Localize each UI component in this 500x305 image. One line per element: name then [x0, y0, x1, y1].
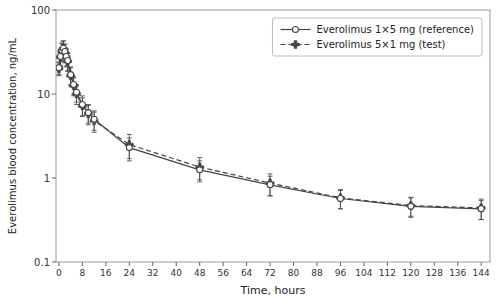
y-tick-label: 10: [37, 89, 50, 100]
legend: Everolimus 1×5 mg (reference) Everolimus …: [272, 18, 482, 56]
chart: 0 8 16 24 32 40 48 56 64 72 80 88 96 104 112 120 128 136 1…: [0, 0, 500, 305]
data-point: [68, 72, 74, 78]
x-tick: [457, 262, 458, 266]
data-point: [91, 116, 97, 122]
x-tick-label: 88: [311, 268, 323, 278]
data-point: [65, 58, 71, 64]
x-tick: [340, 262, 341, 266]
series: [56, 41, 485, 219]
series-line: [59, 49, 481, 208]
data-point: [408, 203, 414, 209]
x-tick-label: 144: [473, 268, 490, 278]
x-tick: [152, 262, 153, 266]
plot-frame: [56, 10, 490, 262]
error-bar: [80, 96, 85, 116]
x-tick-label: 56: [217, 268, 229, 278]
x-tick: [410, 262, 411, 266]
x-tick: [387, 262, 388, 266]
y-tick: [52, 94, 56, 95]
x-tick-label: 96: [335, 268, 347, 278]
error-bar: [92, 111, 97, 130]
data-point: [57, 53, 63, 59]
series-line: [59, 48, 481, 208]
data-point: [56, 65, 63, 73]
x-tick: [58, 262, 59, 266]
x-tick-label: 16: [100, 268, 112, 278]
x-tick: [434, 262, 435, 266]
x-tick-label: 104: [355, 268, 372, 278]
x-tick-label: 136: [449, 268, 466, 278]
x-axis-label: Time, hours: [240, 284, 306, 297]
x-tick-label: 112: [379, 268, 396, 278]
data-point: [336, 194, 344, 202]
x-tick: [246, 262, 247, 266]
y-tick-label: 1: [44, 173, 50, 184]
legend-marker: [292, 27, 298, 33]
x-tick-label: 120: [402, 268, 419, 278]
x-tick-label: 80: [288, 268, 300, 278]
error-bar: [56, 63, 61, 76]
error-bar: [127, 138, 132, 161]
data-point: [85, 110, 91, 116]
error-bar: [338, 190, 343, 208]
error-bar: [479, 200, 484, 219]
data-point: [267, 182, 273, 188]
y-tick-label: 100: [31, 5, 50, 16]
x-tick-label: 24: [124, 268, 136, 278]
legend-label: Everolimus 5×1 mg (test): [316, 39, 445, 50]
data-point: [79, 101, 85, 107]
x-tick-label: 32: [147, 268, 158, 278]
x-tick: [129, 262, 130, 266]
data-point: [478, 206, 484, 212]
x-tick: [176, 262, 177, 266]
data-point: [56, 65, 62, 71]
x-tick-label: 72: [264, 268, 275, 278]
x-tick: [82, 262, 83, 266]
x-tick: [223, 262, 224, 266]
plot-area: [56, 41, 485, 220]
x-tick: [199, 262, 200, 266]
series: [56, 41, 484, 220]
x-tick: [270, 262, 271, 266]
x-tick: [363, 262, 364, 266]
y-tick-label: 0.1: [34, 257, 50, 268]
data-point: [71, 81, 77, 87]
x-tick-label: 48: [194, 268, 206, 278]
error-bar: [86, 104, 91, 123]
error-bar: [408, 198, 413, 217]
x-tick: [316, 262, 317, 266]
y-tick: [52, 178, 56, 179]
error-bar: [197, 161, 202, 182]
error-bar: [479, 199, 484, 219]
y-axis-label: Everolimus blood concentration, ng/mL: [7, 37, 18, 234]
x-tick: [105, 262, 106, 266]
x-tick-label: 40: [171, 268, 183, 278]
error-bar: [268, 174, 273, 196]
y-tick: [52, 10, 56, 11]
data-point: [74, 89, 80, 95]
data-point: [337, 196, 343, 202]
data-point: [126, 145, 132, 151]
x-tick-label: 128: [426, 268, 443, 278]
data-point: [64, 57, 72, 65]
legend-marker: [291, 41, 299, 49]
legend-box: [272, 18, 482, 56]
legend-label: Everolimus 1×5 mg (reference): [316, 24, 474, 35]
x-tick-label: 64: [241, 268, 253, 278]
x-tick: [481, 262, 482, 266]
data-point: [197, 167, 203, 173]
error-bar: [338, 189, 343, 208]
x-tick-label: 0: [56, 268, 62, 278]
error-bar: [268, 176, 273, 196]
y-tick: [52, 262, 56, 263]
x-tick-label: 8: [80, 268, 86, 278]
x-tick: [293, 262, 294, 266]
